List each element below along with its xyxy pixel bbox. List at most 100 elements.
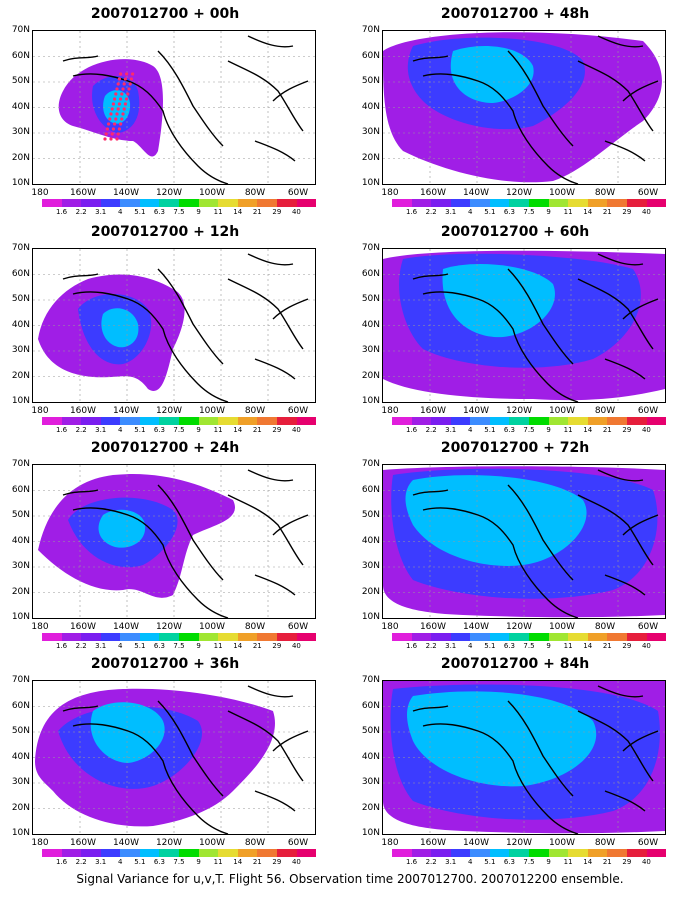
longitude-tick-label: 180 [31, 188, 49, 198]
colorbar-swatch [81, 199, 101, 207]
panel-title: 2007012700 + 48h [440, 6, 590, 22]
colorbar-label: 40 [641, 858, 651, 866]
colorbar-swatch [237, 633, 258, 641]
map-panel: 2007012700 + 24h 70N 60N 50N 40N 30N 20N 10N 180… [0, 434, 330, 650]
colorbar-swatch [450, 633, 471, 641]
colorbar-label: 9 [196, 642, 201, 650]
variance-map [33, 465, 315, 618]
colorbar-swatch [257, 633, 277, 641]
longitude-tick-label: 60W [637, 838, 659, 848]
latitude-tick-label: 40N [361, 535, 380, 546]
colorbar-swatch [587, 199, 608, 207]
colorbar-swatch [179, 199, 199, 207]
colorbar-swatch [257, 199, 277, 207]
coastline [227, 60, 304, 132]
colorbar-swatch [296, 849, 317, 857]
colorbar-label: 5.1 [484, 642, 496, 650]
observation-point [115, 137, 119, 141]
colorbar-label: 40 [641, 208, 651, 216]
colorbar-label: 7.5 [523, 642, 535, 650]
colorbar-label: 9 [546, 858, 551, 866]
colorbar-swatch [450, 417, 471, 425]
longitude-tick-label: 140W [112, 188, 140, 198]
colorbar-swatch [568, 417, 588, 425]
latitude-tick-label: 30N [361, 127, 380, 137]
latitude-tick-label: 50N [11, 76, 30, 86]
longitude-tick-label: 180 [381, 406, 399, 416]
longitude-tick-label: 100W [548, 188, 576, 198]
colorbar-label: 11 [563, 426, 573, 434]
longitude-tick-label: 140W [462, 622, 490, 632]
coastline [254, 574, 296, 596]
coastline [622, 730, 659, 752]
map-frame [32, 248, 316, 403]
colorbar-label: 29 [622, 208, 632, 216]
colorbar-label: 21 [252, 426, 262, 434]
coastline [604, 140, 646, 162]
coastline [422, 723, 579, 834]
longitude-tick-label: 100W [198, 188, 226, 198]
colorbar-swatch [529, 633, 549, 641]
colorbar-swatch [61, 633, 82, 641]
colorbar-swatch [139, 849, 160, 857]
latitude-tick-label: 20N [361, 802, 380, 813]
coastline [507, 484, 574, 581]
latitude-tick-label: 60N [11, 700, 30, 711]
variance-map [383, 249, 665, 402]
colorbar-swatch [218, 849, 238, 857]
colorbar-label: 29 [622, 426, 632, 434]
colorbar-label: 7.5 [173, 858, 185, 866]
latitude-tick-label: 50N [361, 726, 380, 736]
coastline [254, 140, 296, 162]
longitude-tick-label: 80W [244, 406, 266, 416]
coastline [157, 268, 224, 365]
colorbar-label: 6.3 [153, 208, 165, 216]
colorbar-label: 6.3 [503, 426, 515, 434]
colorbar-swatch [179, 633, 199, 641]
coastline [507, 268, 574, 365]
longitude-tick-label: 120W [155, 622, 183, 632]
latitude-tick-label: 70N [361, 675, 380, 685]
variance-contour [405, 475, 587, 566]
latitude-tick-label: 60N [361, 268, 380, 279]
colorbar-swatch [218, 417, 238, 425]
colorbar-label: 6.3 [503, 208, 515, 216]
longitude-tick-label: 80W [244, 838, 266, 848]
longitude-tick-label: 140W [112, 838, 140, 848]
map-panel: 2007012700 + 72h 70N 60N 50N 40N 30N 20N 10N 180… [350, 434, 680, 650]
colorbar-label: 7.5 [523, 426, 535, 434]
colorbar-swatch [470, 199, 490, 207]
colorbar-swatch [218, 199, 238, 207]
observation-point [121, 112, 125, 116]
panel-title: 2007012700 + 36h [90, 656, 240, 672]
longitude-tick-label: 80W [594, 406, 616, 416]
longitude-tick-label: 80W [594, 838, 616, 848]
latitude-tick-label: 60N [361, 700, 380, 711]
colorbar-label: 9 [196, 426, 201, 434]
colorbar-label: 14 [233, 858, 243, 866]
colorbar-label: 40 [291, 858, 301, 866]
colorbar-swatch [100, 849, 121, 857]
longitude-tick-label: 60W [287, 188, 309, 198]
colorbar-swatch [607, 633, 627, 641]
colorbar-label: 2.2 [75, 208, 87, 216]
panel-title: 2007012700 + 24h [90, 440, 240, 456]
map-panel: 2007012700 + 36h 70N 60N 50N 40N 30N 20N 10N 180… [0, 650, 330, 866]
observation-point [128, 82, 132, 86]
colorbar-label: 5.1 [134, 858, 146, 866]
colorbar-swatch [257, 417, 277, 425]
coastline [597, 685, 644, 698]
observation-point [125, 72, 129, 76]
colorbar-swatch [646, 199, 667, 207]
coastline [597, 253, 644, 266]
latitude-tick-label: 30N [11, 127, 30, 137]
colorbar-swatch [646, 849, 667, 857]
colorbar-swatch [489, 633, 510, 641]
panel-title: 2007012700 + 12h [90, 224, 240, 240]
longitude-tick-label: 120W [155, 188, 183, 198]
latitude-tick-label: 10N [11, 178, 30, 188]
latitude-tick-label: 10N [11, 612, 30, 622]
colorbar-label: 5.1 [134, 426, 146, 434]
map-frame [32, 680, 316, 835]
colorbar-label: 3.1 [445, 858, 457, 866]
